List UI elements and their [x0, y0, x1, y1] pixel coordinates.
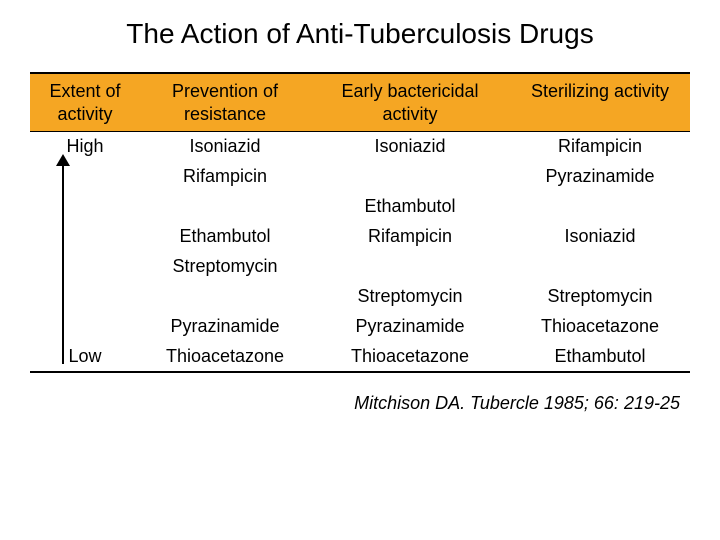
cell-bactericidal: Pyrazinamide: [310, 312, 510, 342]
table-row: Low Thioacetazone Thioacetazone Ethambut…: [30, 342, 690, 372]
cell-bactericidal: Ethambutol: [310, 192, 510, 222]
cell-bactericidal: Rifampicin: [310, 222, 510, 252]
cell-bactericidal: [310, 162, 510, 192]
cell-bactericidal: [310, 252, 510, 282]
cell-prevention: Pyrazinamide: [140, 312, 310, 342]
cell-prevention: [140, 282, 310, 312]
table-container: Extent of activity Prevention of resista…: [30, 72, 690, 373]
cell-bactericidal: Thioacetazone: [310, 342, 510, 372]
cell-prevention: Thioacetazone: [140, 342, 310, 372]
extent-arrow-icon: [56, 154, 70, 364]
cell-prevention: Rifampicin: [140, 162, 310, 192]
cell-prevention: Streptomycin: [140, 252, 310, 282]
cell-extent: [30, 282, 140, 312]
table-row: Pyrazinamide Pyrazinamide Thioacetazone: [30, 312, 690, 342]
header-prevention: Prevention of resistance: [140, 73, 310, 132]
header-extent: Extent of activity: [30, 73, 140, 132]
page-title: The Action of Anti-Tuberculosis Drugs: [0, 0, 720, 72]
cell-sterilizing: Streptomycin: [510, 282, 690, 312]
cell-extent: High: [30, 132, 140, 162]
cell-sterilizing: [510, 192, 690, 222]
table-row: Streptomycin: [30, 252, 690, 282]
cell-extent: [30, 192, 140, 222]
arrow-line-icon: [62, 164, 64, 364]
drug-action-table: Extent of activity Prevention of resista…: [30, 72, 690, 373]
cell-sterilizing: Rifampicin: [510, 132, 690, 162]
table-row: Rifampicin Pyrazinamide: [30, 162, 690, 192]
cell-extent: Low: [30, 342, 140, 372]
citation-text: Mitchison DA. Tubercle 1985; 66: 219-25: [0, 373, 720, 414]
cell-bactericidal: Streptomycin: [310, 282, 510, 312]
header-sterilizing: Sterilizing activity: [510, 73, 690, 132]
table-row: High Isoniazid Isoniazid Rifampicin: [30, 132, 690, 162]
cell-extent: [30, 162, 140, 192]
cell-sterilizing: Thioacetazone: [510, 312, 690, 342]
cell-sterilizing: Pyrazinamide: [510, 162, 690, 192]
cell-sterilizing: Ethambutol: [510, 342, 690, 372]
table-row: Ethambutol Rifampicin Isoniazid: [30, 222, 690, 252]
cell-prevention: Ethambutol: [140, 222, 310, 252]
header-bactericidal: Early bactericidal activity: [310, 73, 510, 132]
table-row: Streptomycin Streptomycin: [30, 282, 690, 312]
cell-extent: [30, 222, 140, 252]
table-header-row: Extent of activity Prevention of resista…: [30, 73, 690, 132]
table-row: Ethambutol: [30, 192, 690, 222]
cell-prevention: [140, 192, 310, 222]
cell-sterilizing: Isoniazid: [510, 222, 690, 252]
cell-bactericidal: Isoniazid: [310, 132, 510, 162]
cell-extent: [30, 252, 140, 282]
cell-sterilizing: [510, 252, 690, 282]
cell-extent: [30, 312, 140, 342]
cell-prevention: Isoniazid: [140, 132, 310, 162]
